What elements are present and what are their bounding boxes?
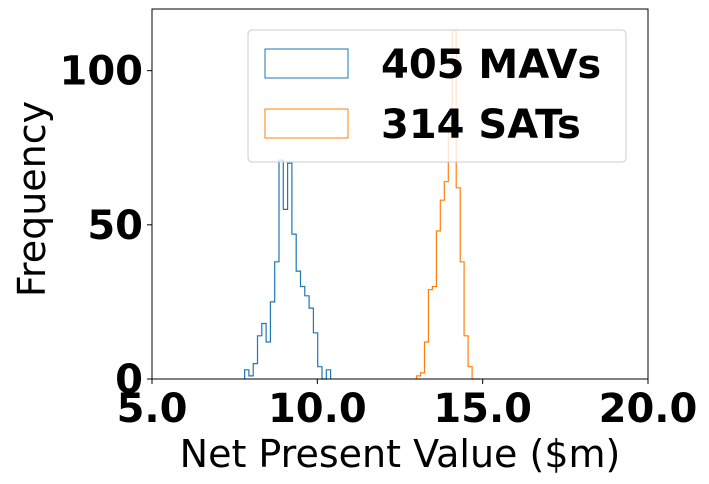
- histogram-series-1: [415, 30, 480, 380]
- y-tick-label: 100: [60, 49, 144, 95]
- x-axis-title: Net Present Value ($m): [180, 432, 621, 476]
- legend-label-mavs: 405 MAVs: [381, 42, 601, 88]
- y-tick-label: 50: [87, 203, 143, 249]
- x-tick-label: 20.0: [599, 386, 698, 432]
- histogram-series-0: [244, 159, 332, 380]
- y-tick-label: 0: [115, 357, 143, 403]
- axis-ticks: 5.0 10.0 15.0 20.0 0 50 100: [60, 49, 698, 432]
- legend-label-sats: 314 SATs: [381, 102, 581, 148]
- legend-swatch-sats: [264, 108, 349, 139]
- y-axis-title: Frequency: [10, 101, 54, 297]
- legend: 405 MAVs 314 SATs: [247, 29, 627, 163]
- legend-swatch-mavs: [264, 48, 349, 79]
- plot-frame: [151, 8, 649, 380]
- legend-box: [247, 29, 627, 163]
- x-tick-label: 10.0: [268, 386, 367, 432]
- x-tick-label: 5.0: [117, 386, 188, 432]
- x-tick-label: 15.0: [433, 386, 532, 432]
- histogram-series-layer: [244, 30, 480, 380]
